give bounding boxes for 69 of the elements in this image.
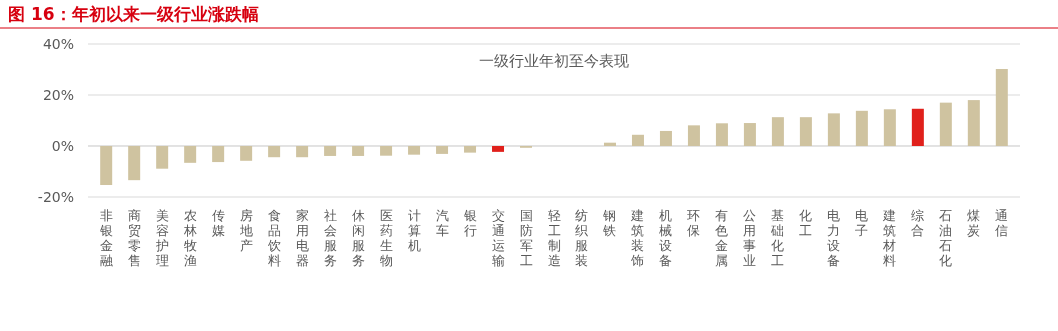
x-tick-label: 电子: [855, 208, 869, 238]
x-tick-label: 机械设备: [659, 208, 673, 268]
x-tick-label: 轻工制造: [547, 208, 561, 268]
bar: [212, 146, 225, 163]
bar: [771, 117, 784, 146]
x-tick-label: 化工: [799, 208, 813, 238]
x-tick-label: 国防军工: [519, 208, 533, 268]
x-tick-label: 基础化工: [770, 208, 785, 268]
x-tick-label: 通信: [995, 208, 1009, 238]
bar: [687, 125, 700, 146]
bar: [659, 130, 672, 146]
bar: [939, 102, 952, 146]
bar: [603, 142, 616, 146]
bar: [631, 134, 644, 146]
x-tick-label: 有色金属: [715, 208, 729, 268]
x-tick-label: 计算机: [407, 208, 421, 253]
x-tick-label: 公用事业: [743, 208, 757, 268]
bar: [408, 146, 421, 155]
x-tick-label: 建筑装饰: [630, 208, 645, 268]
x-tick-label: 环保: [687, 208, 701, 238]
x-tick-label: 汽车: [435, 208, 449, 238]
bar: [715, 123, 728, 146]
bar: [464, 146, 477, 153]
x-tick-label: 传媒: [211, 208, 225, 238]
x-tick-label: 电力设备: [827, 208, 841, 268]
y-tick-label: 0%: [51, 137, 74, 154]
bar: [100, 146, 113, 186]
bar: [883, 109, 896, 146]
x-tick-label: 医药生物: [379, 208, 393, 268]
bar: [184, 146, 197, 163]
x-tick-label: 房地产: [238, 208, 253, 253]
x-tick-label: 钢铁: [602, 208, 617, 238]
x-tick-label: 综合: [911, 208, 925, 238]
bar: [380, 146, 393, 156]
bar: [492, 146, 505, 152]
bar: [156, 146, 169, 169]
bar: [911, 108, 924, 146]
x-tick-label: 休闲服务: [351, 208, 365, 268]
bar: [995, 68, 1008, 146]
x-tick-label: 纺织服装: [575, 208, 589, 268]
x-tick-label: 食品饮料: [266, 208, 281, 268]
bar: [855, 110, 868, 146]
x-tick-label: 农林牧渔: [182, 208, 197, 268]
y-tick-label: 20%: [42, 86, 74, 103]
y-tick-label: 40%: [42, 35, 74, 52]
x-tick-label: 非银金融: [98, 208, 113, 268]
x-tick-label: 社会服务: [323, 208, 337, 268]
bar: [827, 113, 840, 146]
bar: [240, 146, 253, 161]
bar: [296, 146, 309, 158]
bar: [128, 146, 141, 181]
bar: [436, 146, 449, 154]
bar: [268, 146, 281, 158]
x-tick-label: 建筑材料: [882, 208, 897, 268]
bar: [324, 146, 337, 156]
bar: [799, 117, 812, 146]
x-tick-label: 交通运输: [491, 208, 505, 268]
bar: [743, 123, 756, 146]
chart-title: 图 16：年初以来一级行业涨跌幅: [8, 4, 259, 24]
x-tick-label: 商贸零售: [127, 208, 141, 268]
bar: [967, 100, 980, 146]
x-tick-label: 银行: [462, 208, 477, 238]
bar: [352, 146, 365, 156]
x-tick-label: 石油石化: [939, 208, 953, 268]
y-tick-label: -20%: [37, 188, 74, 205]
text: 一级行业年初至今表现: [479, 52, 629, 70]
x-tick-label: 煤炭: [967, 208, 981, 238]
x-tick-label: 家用电器: [295, 208, 309, 268]
x-tick-label: 美容护理: [154, 208, 169, 268]
